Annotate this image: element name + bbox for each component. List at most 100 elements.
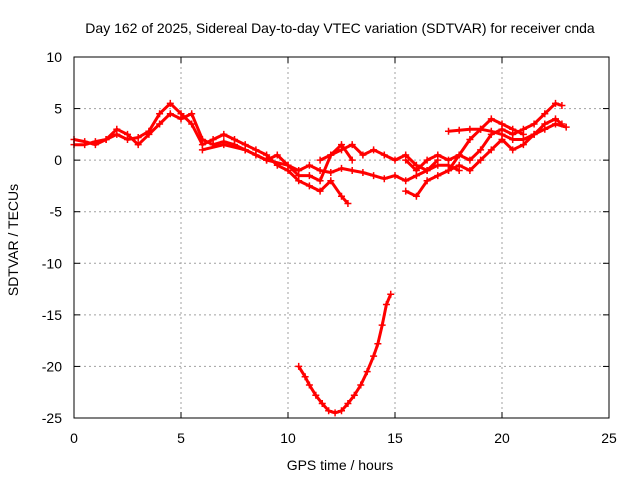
grid-lines xyxy=(74,57,609,418)
series-trace xyxy=(405,117,563,198)
data-point xyxy=(477,156,485,164)
data-point xyxy=(188,110,196,118)
data-point xyxy=(466,156,474,164)
data-point xyxy=(455,151,463,159)
axis-ticks xyxy=(73,56,610,419)
x-tick-label: 20 xyxy=(494,430,510,446)
data-point xyxy=(445,127,452,135)
data-point xyxy=(402,187,410,195)
data-series xyxy=(70,99,570,417)
data-point xyxy=(387,290,395,298)
series-trace xyxy=(319,143,439,172)
x-tick-label: 25 xyxy=(601,430,617,446)
data-point xyxy=(327,177,335,185)
x-tick-labels: 0 5 10 15 20 25 xyxy=(70,430,617,446)
series-trace xyxy=(74,101,350,205)
y-tick-labels: -25 -20 -15 -10 -5 0 5 10 xyxy=(42,49,62,426)
data-point xyxy=(370,172,378,180)
data-point xyxy=(541,125,549,133)
data-point xyxy=(558,101,566,109)
data-point xyxy=(263,156,271,164)
data-point xyxy=(220,130,228,138)
series-track-d xyxy=(316,141,442,174)
data-point xyxy=(374,340,382,348)
data-point xyxy=(316,177,324,185)
data-point xyxy=(305,161,313,169)
data-point xyxy=(177,115,185,123)
data-point xyxy=(198,146,206,154)
data-point xyxy=(487,115,495,123)
data-point xyxy=(327,151,335,159)
data-point xyxy=(359,151,367,159)
data-point xyxy=(81,138,89,146)
data-point xyxy=(391,156,399,164)
data-point xyxy=(402,177,410,185)
data-point xyxy=(552,120,559,128)
data-point xyxy=(412,192,420,200)
data-point xyxy=(402,156,410,164)
data-point xyxy=(357,381,365,389)
data-point xyxy=(305,172,313,180)
data-point xyxy=(318,400,326,408)
y-tick-label: -5 xyxy=(50,204,63,220)
data-point xyxy=(156,120,164,128)
data-point xyxy=(348,166,356,174)
series-dip xyxy=(295,290,395,417)
series-trace xyxy=(447,117,525,172)
data-point xyxy=(509,136,517,144)
data-point xyxy=(338,192,345,200)
x-tick-label: 10 xyxy=(280,430,296,446)
data-point xyxy=(455,126,463,134)
data-point xyxy=(466,136,474,144)
data-point xyxy=(316,187,324,195)
data-point xyxy=(477,125,485,133)
y-axis-title: SDTVAR / TECUs xyxy=(5,184,21,296)
data-point xyxy=(348,156,356,164)
series-track-a xyxy=(70,99,352,207)
data-point xyxy=(412,166,420,174)
data-point xyxy=(370,146,378,154)
data-point xyxy=(359,169,367,177)
y-tick-label: 0 xyxy=(54,152,62,168)
data-point xyxy=(312,391,320,399)
x-tick-label: 0 xyxy=(70,430,78,446)
data-point xyxy=(455,161,463,169)
data-point xyxy=(477,146,485,154)
data-point xyxy=(487,146,495,154)
x-axis-title: GPS time / hours xyxy=(287,457,394,473)
data-point xyxy=(380,175,388,183)
data-point xyxy=(220,141,228,149)
data-point xyxy=(166,99,174,107)
data-point xyxy=(530,120,538,128)
series-trace xyxy=(404,101,563,172)
data-point xyxy=(466,166,474,174)
data-point xyxy=(487,127,495,135)
data-point xyxy=(344,400,352,408)
data-point xyxy=(370,352,378,360)
data-point xyxy=(145,130,153,138)
data-point xyxy=(91,141,99,149)
series-track-c xyxy=(198,141,463,185)
data-point xyxy=(124,130,131,138)
y-tick-label: -10 xyxy=(42,255,62,271)
data-point xyxy=(350,391,358,399)
x-tick-label: 5 xyxy=(177,430,185,446)
data-point xyxy=(378,321,386,329)
data-point xyxy=(423,166,431,174)
data-point xyxy=(391,172,399,180)
series-track-e xyxy=(402,115,566,200)
data-point xyxy=(273,151,281,159)
y-tick-label: -20 xyxy=(42,358,62,374)
chart-title: Day 162 of 2025, Sidereal Day-to-day VTE… xyxy=(85,20,595,36)
data-point xyxy=(134,141,142,149)
data-point xyxy=(445,156,452,164)
data-point xyxy=(338,146,345,154)
data-point xyxy=(198,136,206,144)
data-point xyxy=(445,166,452,174)
data-point xyxy=(241,146,249,154)
data-point xyxy=(327,169,335,177)
y-tick-label: -25 xyxy=(42,410,62,426)
data-point xyxy=(295,362,303,370)
data-point xyxy=(466,125,474,133)
